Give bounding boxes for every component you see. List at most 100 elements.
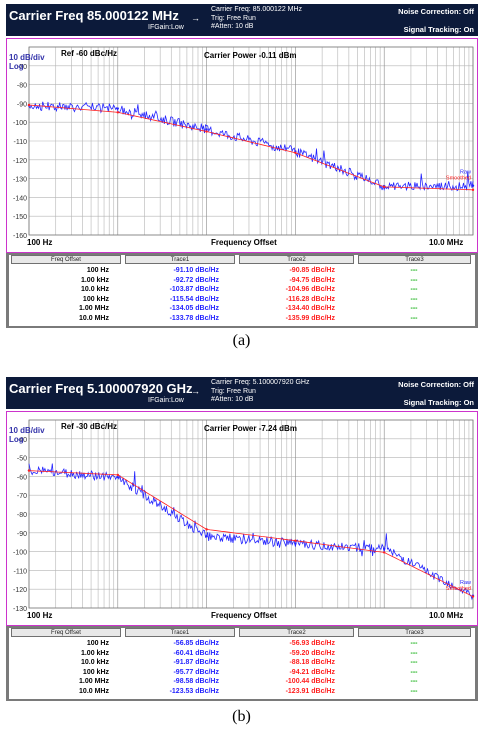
freq-offset-cell: 100 kHz [82,668,109,676]
arrow-icon: → [191,386,200,396]
marker-table-body: Freq Offset Trace1 Trace2 Trace3 100 Hz -… [9,255,475,326]
freq-offset-cell: 10.0 MHz [79,688,109,695]
x-start-label: 100 Hz [27,238,53,247]
trace1-cell: -60.41 dBc/Hz [173,649,219,657]
caption-b: (b) [232,708,251,725]
y-tick-label: -100 [13,550,27,557]
freq-offset-cell: 1.00 MHz [79,305,109,313]
scale-label: 10 dB/div [9,426,45,435]
trace3-cell: --- [410,267,418,274]
trace3-cell: --- [410,678,418,686]
phase-noise-plot: -40 -50 -60 -70 -80 -90 -100 -110 -120 -130 RawSmo… [13,419,475,613]
smoothed-point [471,595,475,598]
carrier-title: Carrier Freq 85.000122 MHz [9,8,179,23]
table-row: 1.00 MHz -98.58 dBc/Hz -100.44 dBc/Hz --- [9,677,475,686]
y-tick-label: -90 [17,531,27,538]
trace2-cell: -88.18 dBc/Hz [289,659,335,667]
col-header-trace1: Trace1 [125,255,235,264]
col-header-trace3: Trace3 [358,628,471,637]
y-tick-label: -50 [17,456,27,463]
raw-point [116,475,120,479]
x-axis-label: Frequency Offset [211,611,277,620]
trace2-cell: -59.20 dBc/Hz [289,649,335,657]
x-stop-label: 10.0 MHz [429,238,464,247]
y-tick-label: -110 [14,139,28,146]
raw-trace-line [28,463,474,601]
y-tick-label: -60 [17,474,27,481]
trace1-cell: -91.87 dBc/Hz [173,659,219,667]
raw-point [383,547,386,551]
smoothed-point [294,151,297,155]
trace3-cell: --- [410,305,418,313]
trace2-cell: -123.91 dBc/Hz [285,688,335,695]
y-tick-label: -80 [17,512,27,519]
trace3-cell: --- [410,688,418,695]
smoothed-trace-line [28,104,474,191]
grid [28,46,474,236]
y-tick-label: -90 [17,101,27,108]
x-axis-label: Frequency Offset [211,238,277,247]
y-tick-label: -120 [13,587,27,594]
smoothed-point [27,103,31,107]
trace3-cell: --- [410,640,418,647]
y-tick-label: -110 [14,568,28,575]
trace1-cell: -98.58 dBc/Hz [173,678,219,686]
signal-tracking-status: Signal Tracking: On [403,398,474,407]
freq-offset-cell: 1.00 MHz [79,678,109,686]
y-tick-label: -100 [13,120,27,127]
y-tick-label: -160 [13,233,27,240]
col-header-trace3: Trace3 [358,255,471,264]
carrier-title: Carrier Freq 5.100007920 GHz [9,381,193,396]
trace2-cell: -104.96 dBc/Hz [285,286,335,294]
trace1-cell: -134.05 dBc/Hz [169,305,219,313]
y-tick-label: -70 [17,493,27,500]
freq-offset-cell: 100 Hz [86,267,109,274]
plot-area: -70 -80 -90 -100 -110 -120 -130 -140 -150 -160 Raw… [6,38,478,253]
legend-smoothed: Smoothed [446,176,471,182]
trace3-cell: --- [410,659,418,667]
smoothed-point [116,473,120,477]
y-tick-label: -120 [13,158,27,165]
freq-offset-cell: 100 kHz [82,295,109,303]
x-stop-label: 10.0 MHz [429,611,464,620]
table-row: 10.0 kHz -103.87 dBc/Hz -104.96 dBc/Hz --- [9,285,475,294]
smoothed-point [116,111,120,114]
carrier-power-label: Carrier Power -7.24 dBm [204,424,297,433]
y-tick-label: -150 [13,214,27,221]
y-tick-label: -140 [13,195,27,202]
settings-block: Carrier Freq: 85.000122 MHz Trig: Free R… [211,6,302,32]
freq-offset-cell: 1.00 kHz [80,649,109,657]
log-label: Log [9,435,24,444]
legend-raw: Raw [460,170,471,176]
marker-table-body: Freq Offset Trace1 Trace2 Trace3 100 Hz -… [9,628,475,699]
smoothed-point [383,551,386,554]
table-row: 100 kHz -95.77 dBc/Hz -94.21 dBc/Hz --- [9,668,475,677]
table-row: 100 kHz -115.54 dBc/Hz -116.28 dBc/Hz --- [9,295,475,304]
x-start-label: 100 Hz [27,611,53,620]
trace1-cell: -92.72 dBc/Hz [173,276,219,284]
y-tick-label: -130 [13,606,27,613]
col-header-trace2: Trace2 [239,255,354,264]
freq-offset-cell: 10.0 kHz [80,286,109,294]
raw-trace-line [28,101,474,192]
trace3-cell: --- [410,286,418,294]
noise-correction-status: Noise Correction: Off [398,380,474,389]
legend-raw: Raw [460,580,471,586]
table-row: 10.0 MHz -123.53 dBc/Hz -123.91 dBc/Hz --- [9,687,475,696]
grid [28,419,474,609]
freq-offset-cell: 100 Hz [86,640,109,647]
trace2-cell: -56.93 dBc/Hz [289,640,335,647]
table-row: 1.00 kHz -92.72 dBc/Hz -94.75 dBc/Hz --- [9,276,475,285]
trace2-cell: -135.99 dBc/Hz [285,315,335,322]
trace3-cell: --- [410,649,418,657]
trace2-cell: -134.40 dBc/Hz [285,305,335,313]
ifgain-label: IFGain:Low [148,24,184,31]
trace2-cell: -94.21 dBc/Hz [289,668,335,676]
table-row: 100 Hz -91.10 dBc/Hz -90.85 dBc/Hz --- [9,266,475,275]
col-header-trace1: Trace1 [125,628,235,637]
log-label: Log [9,62,24,71]
scale-label: 10 dB/div [9,53,45,62]
ref-label: Ref -30 dBc/Hz [61,422,118,431]
freq-offset-cell: 10.0 kHz [80,659,109,667]
header-bar: Carrier Freq 85.000122 MHz IFGain:Low → … [6,4,478,36]
